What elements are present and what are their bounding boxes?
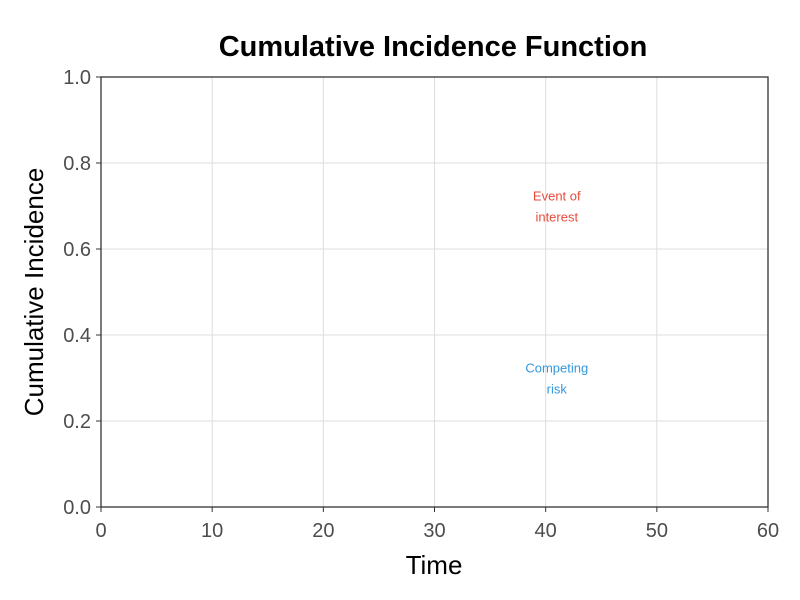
annotation-label: Event of interest bbox=[533, 188, 581, 224]
x-axis: 0 10 20 30 40 50 60 bbox=[95, 507, 779, 542]
chart-title: Cumulative Incidence Function bbox=[219, 31, 648, 63]
y-tick-label: 1.0 bbox=[63, 67, 91, 89]
annotation-line: Event of bbox=[533, 188, 581, 203]
x-tick-label: 40 bbox=[535, 520, 557, 542]
x-tick-label: 60 bbox=[757, 520, 779, 542]
y-axis-title: Cumulative Incidence bbox=[19, 168, 49, 417]
x-tick-label: 50 bbox=[646, 520, 668, 542]
y-axis: 0.0 0.2 0.4 0.6 0.8 1.0 bbox=[63, 67, 101, 519]
x-axis-title: Time bbox=[406, 550, 463, 580]
annotations: Event of interest Competing risk bbox=[525, 188, 588, 396]
grid-lines bbox=[100, 76, 769, 508]
x-tick-label: 20 bbox=[312, 520, 334, 542]
y-tick-label: 0.2 bbox=[63, 411, 91, 433]
y-tick-label: 0.4 bbox=[63, 325, 91, 347]
annotation-label: Competing risk bbox=[525, 360, 588, 396]
annotation-line: interest bbox=[535, 209, 578, 224]
x-tick-label: 10 bbox=[201, 520, 223, 542]
annotation-line: Competing bbox=[525, 360, 588, 375]
y-tick-label: 0.8 bbox=[63, 153, 91, 175]
y-tick-label: 0.6 bbox=[63, 239, 91, 261]
x-tick-label: 0 bbox=[95, 520, 106, 542]
y-tick-label: 0.0 bbox=[63, 497, 91, 519]
x-tick-label: 30 bbox=[423, 520, 445, 542]
annotation-line: risk bbox=[547, 381, 568, 396]
